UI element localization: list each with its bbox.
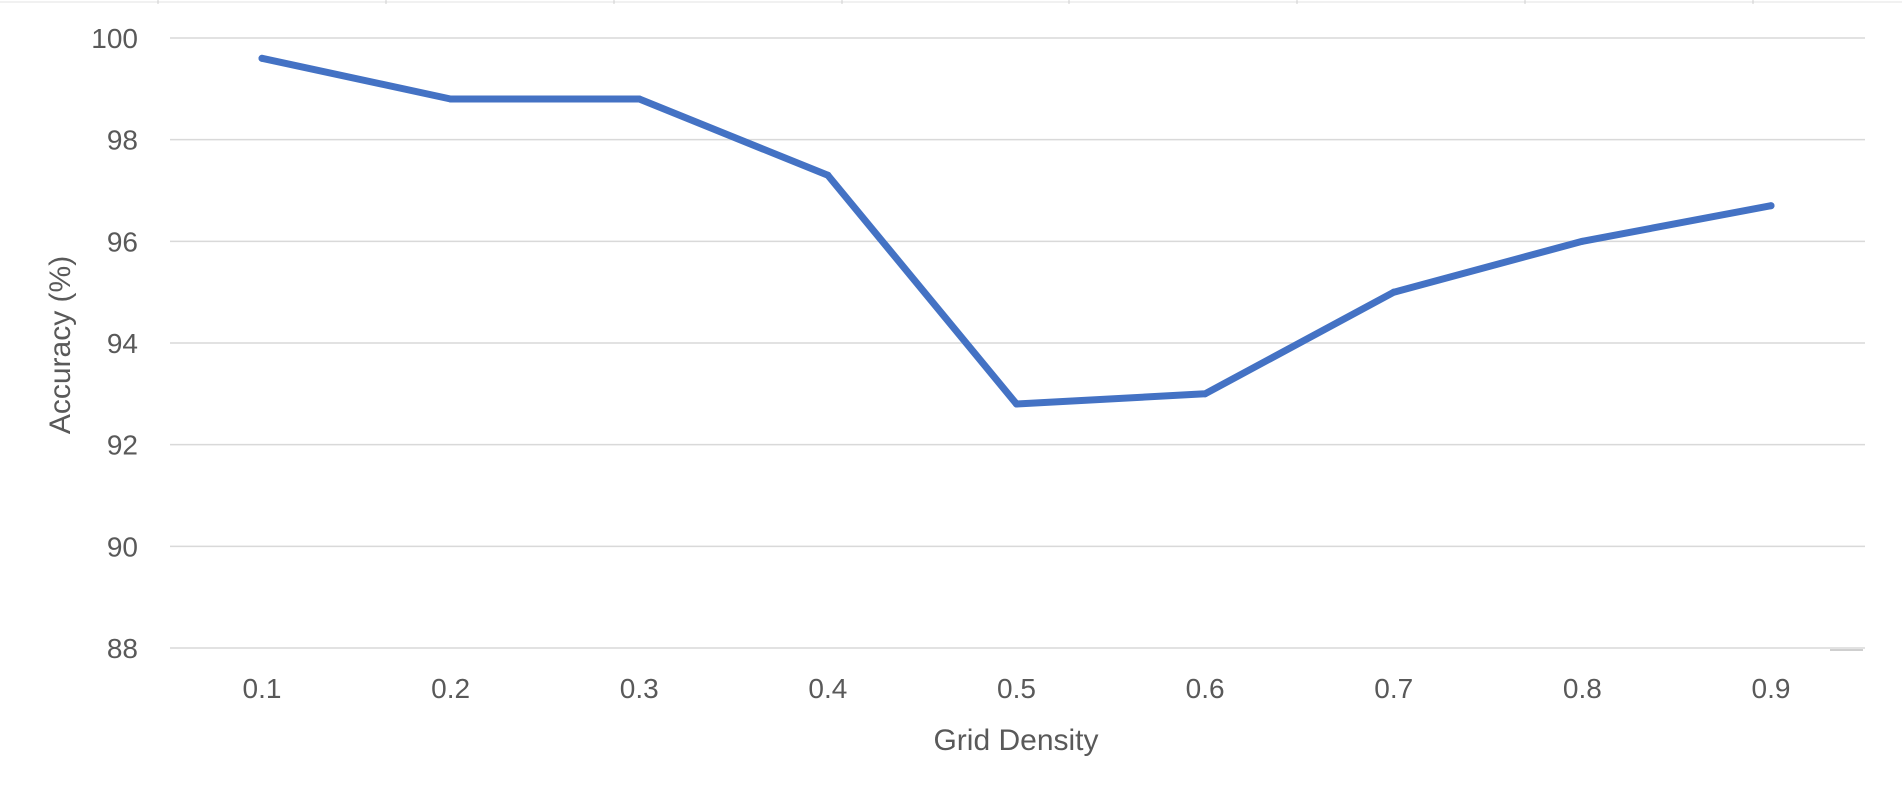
x-tick-label: 0.6 (1186, 673, 1225, 704)
x-tick-label: 0.8 (1563, 673, 1602, 704)
y-tick-label: 92 (107, 430, 138, 461)
y-tick-label: 88 (107, 633, 138, 664)
series-layer (258, 54, 1775, 408)
top-frame (0, 0, 1902, 4)
data-point (1201, 390, 1209, 398)
y-tick-label: 90 (107, 531, 138, 562)
y-tick-label: 100 (91, 23, 138, 54)
x-tick-label: 0.7 (1374, 673, 1413, 704)
data-point (1013, 400, 1020, 408)
y-tick-label: 98 (107, 125, 138, 156)
data-point (1578, 237, 1586, 245)
y-axis-ticks: 88 90 92 94 96 98 100 (91, 23, 138, 664)
x-tick-label: 0.2 (431, 673, 470, 704)
data-point (258, 54, 266, 62)
y-axis-title: Accuracy (%) (44, 256, 77, 434)
data-point (1767, 202, 1775, 210)
data-point (635, 95, 643, 103)
x-tick-label: 0.3 (620, 673, 659, 704)
data-point (1390, 288, 1398, 296)
x-tick-label: 0.5 (997, 673, 1036, 704)
x-tick-label: 0.9 (1752, 673, 1791, 704)
data-point (824, 171, 832, 179)
x-tick-label: 0.1 (243, 673, 282, 704)
gridlines (170, 37, 1865, 651)
x-axis-title: Grid Density (933, 724, 1098, 757)
y-tick-label: 94 (107, 328, 138, 359)
data-point (447, 95, 455, 103)
x-axis-ticks: 0.1 0.2 0.3 0.4 0.5 0.6 0.7 0.8 0.9 (243, 673, 1791, 704)
x-tick-label: 0.4 (808, 673, 847, 704)
series-line (258, 54, 1775, 408)
y-tick-label: 96 (107, 226, 138, 257)
